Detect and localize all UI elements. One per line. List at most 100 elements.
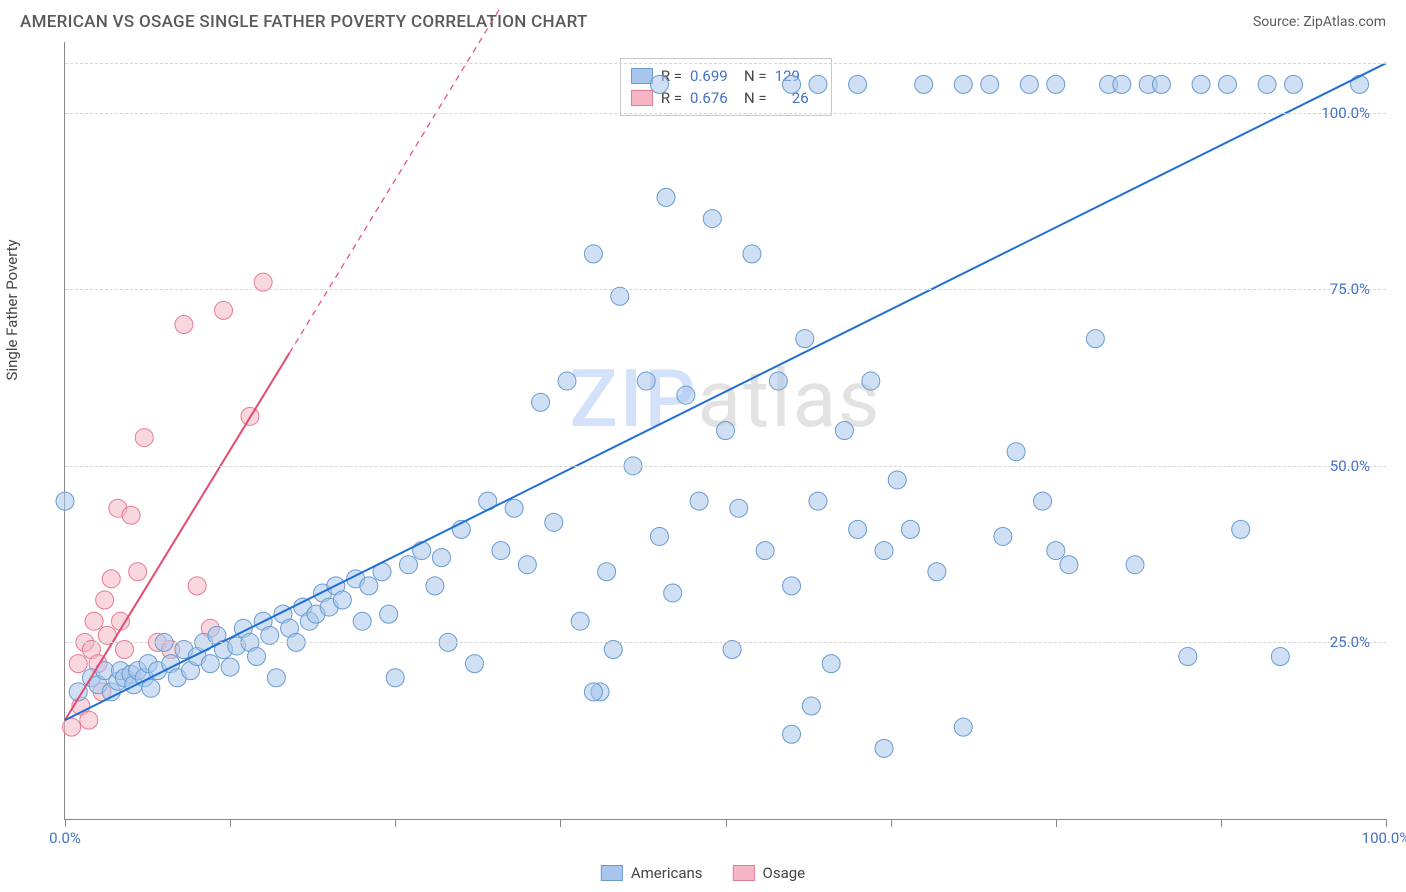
scatter-point — [994, 527, 1012, 545]
x-tick — [891, 819, 892, 827]
scatter-point — [802, 697, 820, 715]
scatter-point — [466, 655, 484, 673]
y-tick-label: 25.0% — [1330, 633, 1370, 651]
scatter-point — [657, 188, 675, 206]
scatter-point — [96, 591, 114, 609]
scatter-point — [1007, 443, 1025, 461]
scatter-point — [1113, 75, 1131, 93]
source-label: Source: ZipAtlas.com — [1253, 14, 1386, 30]
scatter-point — [875, 542, 893, 560]
scatter-point — [954, 75, 972, 93]
chart-container: Single Father Poverty ZIPatlas R = 0.699… — [20, 42, 1386, 842]
gridline — [65, 113, 1386, 114]
x-tick — [1056, 819, 1057, 827]
scatter-point — [1060, 556, 1078, 574]
scatter-point — [102, 570, 120, 588]
y-tick-label: 100.0% — [1321, 104, 1370, 122]
scatter-point — [1218, 75, 1236, 93]
scatter-point — [743, 245, 761, 263]
scatter-point — [571, 612, 589, 630]
y-tick-label: 75.0% — [1330, 280, 1370, 298]
scatter-point — [248, 648, 266, 666]
scatter-point — [1192, 75, 1210, 93]
scatter-point — [1179, 648, 1197, 666]
scatter-point — [188, 577, 206, 595]
scatter-point — [56, 492, 74, 510]
scatter-point — [142, 679, 160, 697]
scatter-point — [80, 711, 98, 729]
scatter-point — [175, 316, 193, 334]
gridline — [65, 63, 1386, 64]
gridline — [65, 642, 1386, 643]
scatter-point — [201, 655, 219, 673]
scatter-point — [783, 75, 801, 93]
scatter-point — [637, 372, 655, 390]
x-tick — [395, 819, 396, 827]
scatter-point — [783, 577, 801, 595]
regression-line — [290, 7, 501, 353]
scatter-point — [584, 245, 602, 263]
scatter-point — [63, 718, 81, 736]
scatter-point — [1047, 542, 1065, 560]
scatter-point — [360, 577, 378, 595]
x-tick — [230, 819, 231, 827]
scatter-point — [518, 556, 536, 574]
scatter-point — [849, 75, 867, 93]
scatter-point — [796, 330, 814, 348]
scatter-point — [888, 471, 906, 489]
scatter-point — [928, 563, 946, 581]
scatter-point — [664, 584, 682, 602]
x-tick-label: 100.0% — [1362, 829, 1406, 847]
scatter-point — [584, 683, 602, 701]
legend-label: Americans — [631, 864, 703, 882]
scatter-point — [690, 492, 708, 510]
x-tick — [1221, 819, 1222, 827]
scatter-point — [822, 655, 840, 673]
scatter-point — [783, 725, 801, 743]
x-tick — [65, 819, 66, 827]
legend-item: Osage — [733, 864, 806, 882]
scatter-point — [545, 513, 563, 531]
scatter-point — [129, 563, 147, 581]
x-tick-label: 0.0% — [49, 829, 81, 847]
scatter-point — [386, 669, 404, 687]
scatter-point — [954, 718, 972, 736]
legend-label: Osage — [763, 864, 806, 882]
scatter-point — [1152, 75, 1170, 93]
scatter-point — [835, 422, 853, 440]
scatter-point — [703, 210, 721, 228]
scatter-point — [532, 393, 550, 411]
gridline — [65, 289, 1386, 290]
scatter-point — [650, 75, 668, 93]
x-tick — [1386, 819, 1387, 827]
scatter-point — [122, 506, 140, 524]
scatter-point — [215, 301, 233, 319]
gridline — [65, 466, 1386, 467]
scatter-point — [333, 591, 351, 609]
scatter-point — [915, 75, 933, 93]
scatter-point — [1126, 556, 1144, 574]
scatter-point — [492, 542, 510, 560]
scatter-point — [426, 577, 444, 595]
regression-line — [65, 63, 1386, 720]
bottom-legend: Americans Osage — [601, 864, 805, 882]
scatter-point — [677, 386, 695, 404]
scatter-point — [809, 492, 827, 510]
legend-swatch — [733, 865, 755, 881]
chart-title: AMERICAN VS OSAGE SINGLE FATHER POVERTY … — [20, 12, 588, 32]
x-tick — [726, 819, 727, 827]
legend-swatch — [601, 865, 623, 881]
scatter-point — [399, 556, 417, 574]
scatter-point — [1047, 75, 1065, 93]
plot-area: ZIPatlas R = 0.699 N = 129 R = 0.676 N =… — [64, 42, 1386, 820]
scatter-point — [717, 422, 735, 440]
scatter-point — [756, 542, 774, 560]
scatter-point — [875, 739, 893, 757]
scatter-point — [769, 372, 787, 390]
scatter-point — [353, 612, 371, 630]
scatter-svg — [65, 42, 1386, 819]
scatter-point — [1271, 648, 1289, 666]
scatter-point — [730, 499, 748, 517]
scatter-point — [1285, 75, 1303, 93]
scatter-point — [432, 549, 450, 567]
